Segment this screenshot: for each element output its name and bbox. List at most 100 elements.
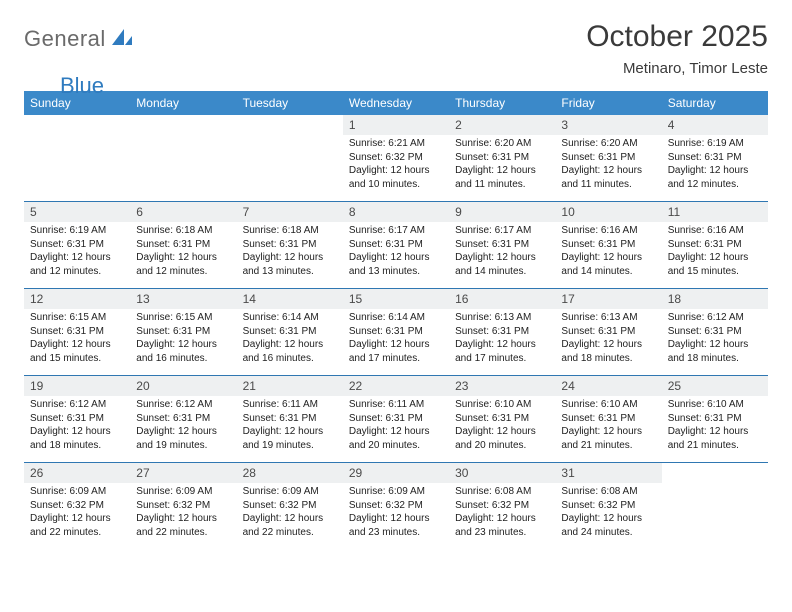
calendar-cell: 27Sunrise: 6:09 AMSunset: 6:32 PMDayligh… [130,463,236,550]
day-details: Sunrise: 6:12 AMSunset: 6:31 PMDaylight:… [662,309,768,371]
day-detail-line: Daylight: 12 hours and 16 minutes. [136,338,230,365]
day-detail-line: Daylight: 12 hours and 22 minutes. [243,512,337,539]
day-detail-line: Sunrise: 6:16 AM [668,224,762,238]
day-details [237,135,343,143]
day-number: 17 [555,289,661,309]
day-details: Sunrise: 6:13 AMSunset: 6:31 PMDaylight:… [555,309,661,371]
day-detail-line: Sunrise: 6:17 AM [455,224,549,238]
calendar-cell: 16Sunrise: 6:13 AMSunset: 6:31 PMDayligh… [449,289,555,376]
day-detail-line: Sunrise: 6:09 AM [136,485,230,499]
brand-text-general: General [24,26,106,52]
day-detail-line: Daylight: 12 hours and 11 minutes. [561,164,655,191]
day-details: Sunrise: 6:16 AMSunset: 6:31 PMDaylight:… [555,222,661,284]
day-details [130,135,236,143]
calendar-cell: 30Sunrise: 6:08 AMSunset: 6:32 PMDayligh… [449,463,555,550]
day-details [662,483,768,491]
day-detail-line: Sunrise: 6:08 AM [455,485,549,499]
day-detail-line: Daylight: 12 hours and 14 minutes. [561,251,655,278]
calendar-cell: 12Sunrise: 6:15 AMSunset: 6:31 PMDayligh… [24,289,130,376]
calendar-cell: 9Sunrise: 6:17 AMSunset: 6:31 PMDaylight… [449,202,555,289]
calendar-cell: 5Sunrise: 6:19 AMSunset: 6:31 PMDaylight… [24,202,130,289]
brand-text-blue: Blue [60,73,104,99]
page-title: October 2025 [586,20,768,54]
day-detail-line: Sunset: 6:31 PM [243,238,337,252]
title-block: October 2025 Metinaro, Timor Leste [586,20,768,77]
day-detail-line: Daylight: 12 hours and 17 minutes. [349,338,443,365]
day-number [662,463,768,483]
day-details: Sunrise: 6:11 AMSunset: 6:31 PMDaylight:… [343,396,449,458]
day-detail-line: Sunrise: 6:15 AM [136,311,230,325]
day-details: Sunrise: 6:09 AMSunset: 6:32 PMDaylight:… [237,483,343,545]
calendar-cell: 13Sunrise: 6:15 AMSunset: 6:31 PMDayligh… [130,289,236,376]
weekday-header: Saturday [662,91,768,115]
day-detail-line: Sunrise: 6:10 AM [455,398,549,412]
day-detail-line: Daylight: 12 hours and 18 minutes. [561,338,655,365]
calendar-week-row: 19Sunrise: 6:12 AMSunset: 6:31 PMDayligh… [24,376,768,463]
day-detail-line: Sunset: 6:31 PM [243,412,337,426]
day-detail-line: Sunrise: 6:09 AM [349,485,443,499]
day-detail-line: Daylight: 12 hours and 24 minutes. [561,512,655,539]
day-details: Sunrise: 6:21 AMSunset: 6:32 PMDaylight:… [343,135,449,197]
weekday-header: Wednesday [343,91,449,115]
calendar-cell: 29Sunrise: 6:09 AMSunset: 6:32 PMDayligh… [343,463,449,550]
day-details: Sunrise: 6:08 AMSunset: 6:32 PMDaylight:… [555,483,661,545]
calendar-header-row: SundayMondayTuesdayWednesdayThursdayFrid… [24,91,768,115]
day-details: Sunrise: 6:11 AMSunset: 6:31 PMDaylight:… [237,396,343,458]
day-details: Sunrise: 6:19 AMSunset: 6:31 PMDaylight:… [662,135,768,197]
day-detail-line: Sunset: 6:31 PM [349,412,443,426]
calendar-cell: 15Sunrise: 6:14 AMSunset: 6:31 PMDayligh… [343,289,449,376]
day-detail-line: Sunrise: 6:19 AM [30,224,124,238]
page-subtitle: Metinaro, Timor Leste [586,60,768,77]
day-detail-line: Daylight: 12 hours and 11 minutes. [455,164,549,191]
day-detail-line: Sunset: 6:31 PM [136,412,230,426]
day-number: 2 [449,115,555,135]
day-detail-line: Sunset: 6:31 PM [136,325,230,339]
day-detail-line: Sunrise: 6:18 AM [243,224,337,238]
brand-sail-icon [110,27,134,52]
day-number [237,115,343,135]
calendar-cell: 14Sunrise: 6:14 AMSunset: 6:31 PMDayligh… [237,289,343,376]
day-detail-line: Daylight: 12 hours and 20 minutes. [455,425,549,452]
calendar-cell: 26Sunrise: 6:09 AMSunset: 6:32 PMDayligh… [24,463,130,550]
day-details: Sunrise: 6:09 AMSunset: 6:32 PMDaylight:… [24,483,130,545]
day-details: Sunrise: 6:09 AMSunset: 6:32 PMDaylight:… [343,483,449,545]
calendar-body: 1Sunrise: 6:21 AMSunset: 6:32 PMDaylight… [24,115,768,549]
day-details: Sunrise: 6:08 AMSunset: 6:32 PMDaylight:… [449,483,555,545]
day-detail-line: Sunset: 6:31 PM [30,325,124,339]
day-detail-line: Daylight: 12 hours and 10 minutes. [349,164,443,191]
calendar-cell: 22Sunrise: 6:11 AMSunset: 6:31 PMDayligh… [343,376,449,463]
calendar-cell: 19Sunrise: 6:12 AMSunset: 6:31 PMDayligh… [24,376,130,463]
calendar-cell: 6Sunrise: 6:18 AMSunset: 6:31 PMDaylight… [130,202,236,289]
day-detail-line: Daylight: 12 hours and 15 minutes. [668,251,762,278]
day-detail-line: Sunset: 6:32 PM [243,499,337,513]
day-number: 6 [130,202,236,222]
day-detail-line: Sunset: 6:31 PM [349,325,443,339]
day-detail-line: Daylight: 12 hours and 13 minutes. [349,251,443,278]
day-detail-line: Sunset: 6:31 PM [561,238,655,252]
day-detail-line: Sunrise: 6:13 AM [455,311,549,325]
day-detail-line: Sunrise: 6:18 AM [136,224,230,238]
day-detail-line: Sunset: 6:31 PM [136,238,230,252]
day-detail-line: Sunrise: 6:19 AM [668,137,762,151]
day-detail-line: Sunset: 6:31 PM [455,325,549,339]
day-number: 18 [662,289,768,309]
day-detail-line: Sunrise: 6:09 AM [30,485,124,499]
day-detail-line: Sunset: 6:31 PM [30,238,124,252]
day-detail-line: Sunset: 6:31 PM [561,151,655,165]
day-number: 9 [449,202,555,222]
day-details: Sunrise: 6:19 AMSunset: 6:31 PMDaylight:… [24,222,130,284]
calendar-cell: 7Sunrise: 6:18 AMSunset: 6:31 PMDaylight… [237,202,343,289]
day-detail-line: Daylight: 12 hours and 19 minutes. [243,425,337,452]
day-detail-line: Daylight: 12 hours and 18 minutes. [30,425,124,452]
day-number: 1 [343,115,449,135]
day-detail-line: Sunrise: 6:11 AM [243,398,337,412]
day-detail-line: Sunset: 6:31 PM [561,412,655,426]
day-detail-line: Sunrise: 6:15 AM [30,311,124,325]
day-details: Sunrise: 6:17 AMSunset: 6:31 PMDaylight:… [449,222,555,284]
calendar-cell: 21Sunrise: 6:11 AMSunset: 6:31 PMDayligh… [237,376,343,463]
day-details: Sunrise: 6:16 AMSunset: 6:31 PMDaylight:… [662,222,768,284]
calendar-cell [237,115,343,202]
day-detail-line: Sunrise: 6:12 AM [136,398,230,412]
day-detail-line: Sunrise: 6:20 AM [455,137,549,151]
day-number: 25 [662,376,768,396]
